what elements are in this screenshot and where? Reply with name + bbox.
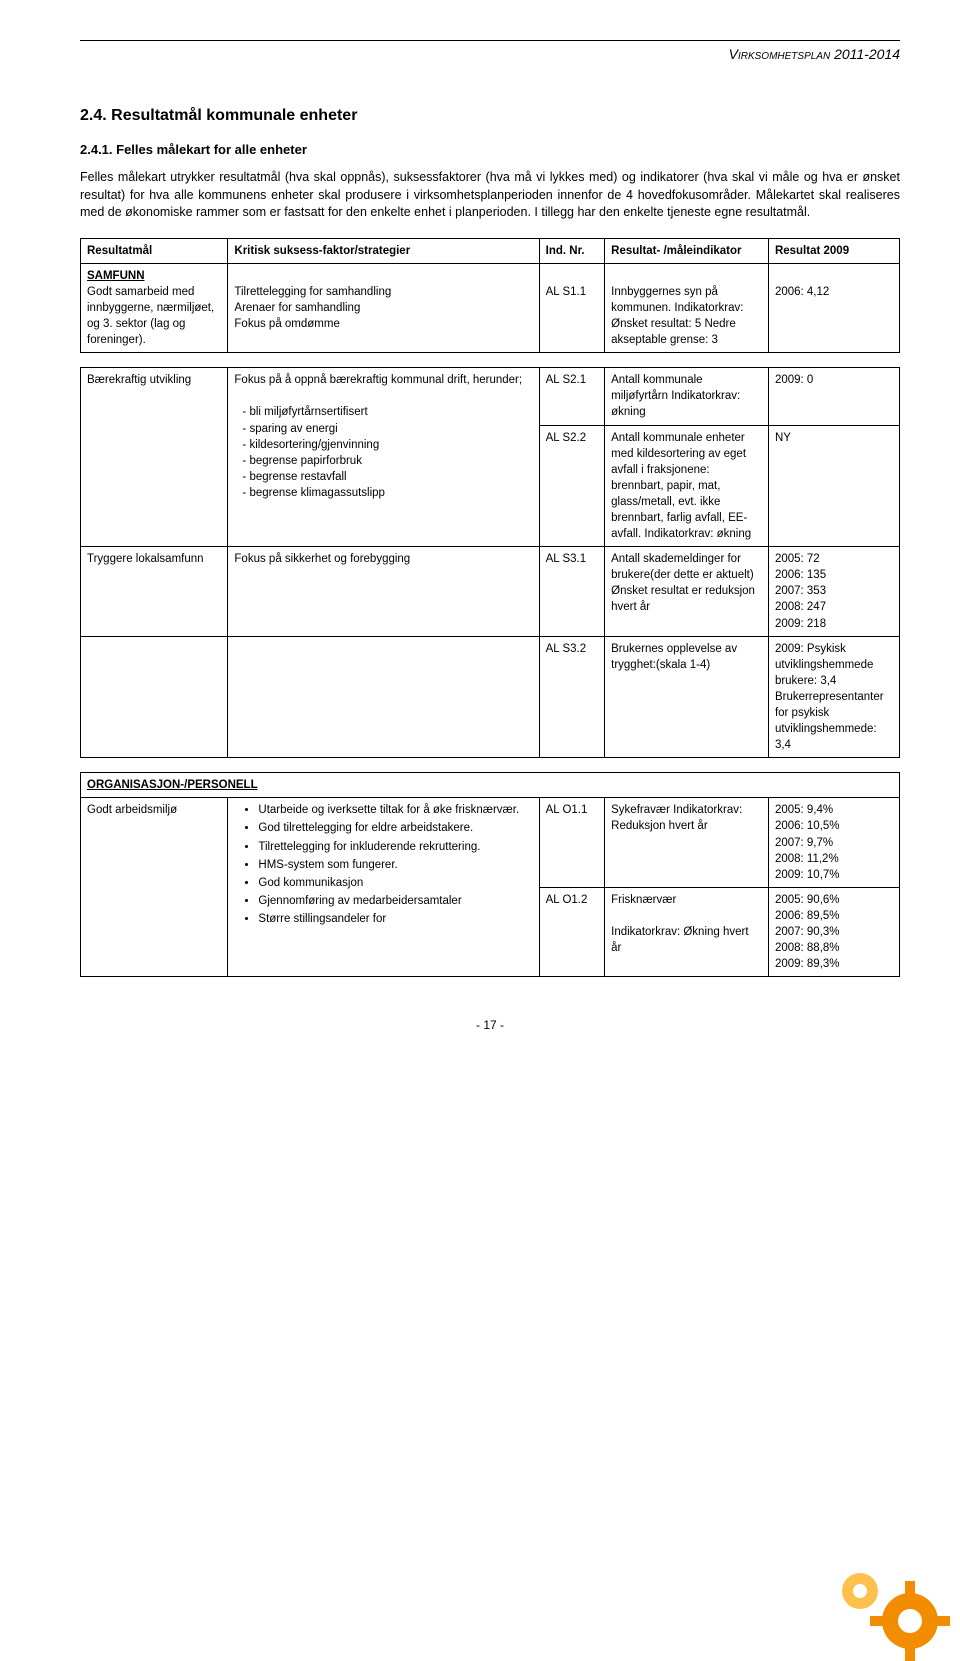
col-header: Resultat 2009 bbox=[768, 238, 899, 263]
list-item: kildesortering/gjenvinning bbox=[258, 437, 532, 453]
cell-text: 2006: 10,5% bbox=[775, 820, 840, 832]
cell-resultatmal: SAMFUNN Godt samarbeid med innbyggerne, … bbox=[81, 263, 228, 352]
cell-text: 2007: 353 bbox=[775, 585, 826, 597]
cell-indnr: AL S2.1 bbox=[539, 368, 605, 425]
doc-header-title: Virksomhetsplan 2011-2014 bbox=[80, 45, 900, 65]
list-item: Utarbeide og iverksette tiltak for å øke… bbox=[258, 802, 532, 818]
table-row: ORGANISASJON-/PERSONELL bbox=[81, 773, 900, 798]
cell-indikator: Antall kommunale enheter med kildesorter… bbox=[605, 425, 769, 547]
cell-indnr: AL S1.1 bbox=[539, 263, 605, 352]
subsection-heading: 2.4.1. Felles målekart for alle enheter bbox=[80, 141, 900, 159]
cell-resultat: 2005: 90,6% 2006: 89,5% 2007: 90,3% 2008… bbox=[768, 887, 899, 976]
list-item: Større stillingsandeler for bbox=[258, 911, 532, 927]
cell-text: 2005: 72 bbox=[775, 553, 820, 565]
gear-decoration-icon bbox=[820, 1551, 960, 1661]
list-item: Gjennomføring av medarbeidersamtaler bbox=[258, 893, 532, 909]
cell-text: 2006: 135 bbox=[775, 569, 826, 581]
cell-text: Indikatorkrav: Økning hvert år bbox=[611, 926, 748, 954]
cell-indikator: Innbyggernes syn på kommunen. Indikatork… bbox=[605, 263, 769, 352]
col-header: Kritisk suksess-faktor/strategier bbox=[228, 238, 539, 263]
cell-resultat: NY bbox=[768, 425, 899, 547]
list-item: begrense papirforbruk bbox=[258, 453, 532, 469]
list-item: bli miljøfyrtårnsertifisert bbox=[258, 404, 532, 420]
list-item: God tilrettelegging for eldre arbeidstak… bbox=[258, 820, 532, 836]
cell-section-label: ORGANISASJON-/PERSONELL bbox=[81, 773, 900, 798]
cell-text: Godt samarbeid med innbyggerne, nærmiljø… bbox=[87, 286, 214, 346]
list-item: Tilrettelegging for inkluderende rekrutt… bbox=[258, 839, 532, 855]
cell-resultat: 2005: 9,4% 2006: 10,5% 2007: 9,7% 2008: … bbox=[768, 798, 899, 887]
list-item: begrense restavfall bbox=[258, 469, 532, 485]
table-row: SAMFUNN Godt samarbeid med innbyggerne, … bbox=[81, 263, 900, 352]
cell-empty bbox=[228, 636, 539, 758]
cell-text: 2009: 218 bbox=[775, 618, 826, 630]
cell-strategier: Utarbeide og iverksette tiltak for å øke… bbox=[228, 798, 539, 977]
cell-empty bbox=[81, 636, 228, 758]
cell-indnr: AL S3.1 bbox=[539, 547, 605, 636]
list-item: God kommunikasjon bbox=[258, 875, 532, 891]
cell-text: 2009: 10,7% bbox=[775, 869, 840, 881]
cell-text: 2006: 4,12 bbox=[775, 286, 829, 298]
col-header: Resultatmål bbox=[81, 238, 228, 263]
bullet-list: Utarbeide og iverksette tiltak for å øke… bbox=[234, 802, 532, 927]
cell-resultat: 2009: Psykisk utviklingshemmede brukere:… bbox=[768, 636, 899, 758]
cell-indnr: AL O1.2 bbox=[539, 887, 605, 976]
cell-text: Frisknærvær bbox=[611, 894, 676, 906]
table-baerekraftig: Bærekraftig utvikling Fokus på å oppnå b… bbox=[80, 367, 900, 758]
cell-indnr: AL S3.2 bbox=[539, 636, 605, 758]
cell-text: Arenaer for samhandling bbox=[234, 302, 360, 314]
cell-resultat: 2006: 4,12 bbox=[768, 263, 899, 352]
col-header: Ind. Nr. bbox=[539, 238, 605, 263]
cell-resultat: 2009: 0 bbox=[768, 368, 899, 425]
cell-text: Innbyggernes syn på kommunen. Indikatork… bbox=[611, 286, 743, 346]
section-label: SAMFUNN bbox=[87, 270, 145, 282]
section-heading: 2.4. Resultatmål kommunale enheter bbox=[80, 105, 900, 127]
cell-text: 2008: 11,2% bbox=[775, 853, 839, 865]
col-header: Resultat- /måleindikator bbox=[605, 238, 769, 263]
intro-paragraph: Felles målekart utrykker resultatmål (hv… bbox=[80, 169, 900, 222]
cell-indikator: Antall skademeldinger for brukere(der de… bbox=[605, 547, 769, 636]
cell-text: 2007: 90,3% bbox=[775, 926, 840, 938]
table-org: ORGANISASJON-/PERSONELL Godt arbeidsmilj… bbox=[80, 772, 900, 977]
section-label: ORGANISASJON-/PERSONELL bbox=[87, 779, 258, 791]
cell-text: 2005: 9,4% bbox=[775, 804, 833, 816]
cell-strategier: Fokus på sikkerhet og forebygging bbox=[228, 547, 539, 636]
header-rule bbox=[80, 40, 900, 41]
table-row: Tryggere lokalsamfunn Fokus på sikkerhet… bbox=[81, 547, 900, 636]
cell-text: 2007: 9,7% bbox=[775, 837, 833, 849]
cell-text: Tilrettelegging for samhandling bbox=[234, 286, 391, 298]
cell-text: 2008: 88,8% bbox=[775, 942, 840, 954]
list-item: HMS-system som fungerer. bbox=[258, 857, 532, 873]
cell-indikator: Sykefravær Indikatorkrav: Reduksjon hver… bbox=[605, 798, 769, 887]
cell-text: Fokus på å oppnå bærekraftig kommunal dr… bbox=[234, 374, 522, 386]
cell-resultat: 2005: 72 2006: 135 2007: 353 2008: 247 2… bbox=[768, 547, 899, 636]
list-item: sparing av energi bbox=[258, 421, 532, 437]
dash-list: bli miljøfyrtårnsertifisert sparing av e… bbox=[234, 404, 532, 501]
cell-text: AL S1.1 bbox=[546, 286, 587, 298]
table-row: Bærekraftig utvikling Fokus på å oppnå b… bbox=[81, 368, 900, 425]
cell-resultatmal: Godt arbeidsmiljø bbox=[81, 798, 228, 977]
cell-indikator: Antall kommunale miljøfyrtårn Indikatork… bbox=[605, 368, 769, 425]
cell-text: 2009: 89,3% bbox=[775, 958, 840, 970]
cell-resultatmal: Bærekraftig utvikling bbox=[81, 368, 228, 547]
table-row: Godt arbeidsmiljø Utarbeide og iverksett… bbox=[81, 798, 900, 887]
cell-resultatmal: Tryggere lokalsamfunn bbox=[81, 547, 228, 636]
cell-text: Fokus på omdømme bbox=[234, 318, 339, 330]
cell-strategier: Fokus på å oppnå bærekraftig kommunal dr… bbox=[228, 368, 539, 547]
cell-indikator: Frisknærvær Indikatorkrav: Økning hvert … bbox=[605, 887, 769, 976]
cell-indnr: AL S2.2 bbox=[539, 425, 605, 547]
list-item: begrense klimagassutslipp bbox=[258, 485, 532, 501]
table-header-row: Resultatmål Kritisk suksess-faktor/strat… bbox=[81, 238, 900, 263]
table-samfunn: Resultatmål Kritisk suksess-faktor/strat… bbox=[80, 238, 900, 354]
cell-text: 2006: 89,5% bbox=[775, 910, 840, 922]
cell-text: 2008: 247 bbox=[775, 601, 826, 613]
cell-text: 2005: 90,6% bbox=[775, 894, 840, 906]
cell-indnr: AL O1.1 bbox=[539, 798, 605, 887]
page-number: - 17 - bbox=[80, 1017, 900, 1034]
cell-indikator: Brukernes opplevelse av trygghet:(skala … bbox=[605, 636, 769, 758]
table-row: AL S3.2 Brukernes opplevelse av trygghet… bbox=[81, 636, 900, 758]
cell-strategier: Tilrettelegging for samhandling Arenaer … bbox=[228, 263, 539, 352]
